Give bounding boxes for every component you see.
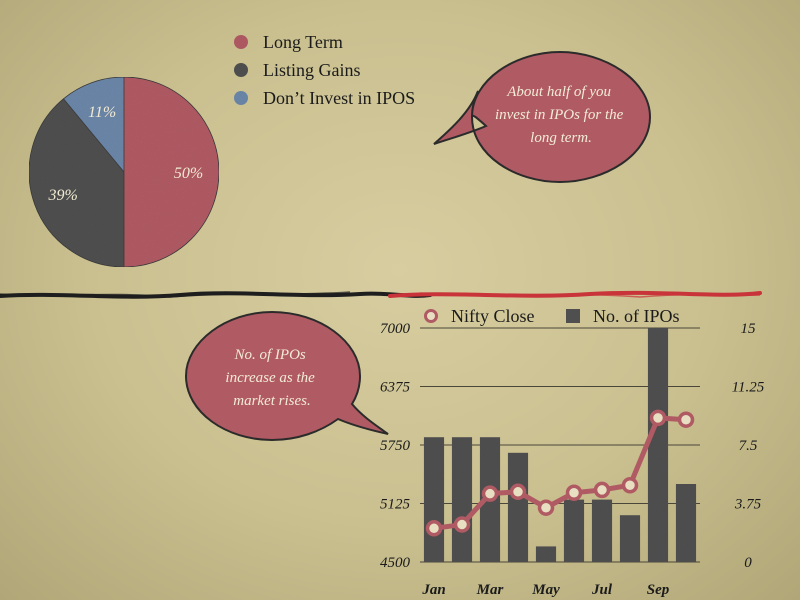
callout-chart-note: No. of IPOs increase as the market rises… — [184, 310, 389, 442]
callout-line: No. of IPOs — [234, 347, 306, 363]
y-left-tick-label: 7000 — [380, 321, 411, 337]
y-right-tick-label: 7.5 — [739, 438, 758, 454]
legend-label: Nifty Close — [451, 306, 535, 326]
y-right-tick-label: 0 — [744, 555, 752, 571]
callout-line: increase as the — [225, 370, 315, 386]
torn-divider — [0, 290, 762, 299]
legend-swatch — [234, 35, 248, 49]
nifty-point — [621, 476, 639, 494]
ipo-bar — [451, 437, 473, 562]
y-left-tick-label: 4500 — [380, 555, 411, 571]
legend-swatch — [234, 91, 248, 105]
combo-chart: 7000 6375 5750 5125 4500 15 11.25 7.5 3.75 0 Jan Ma… — [380, 306, 765, 598]
x-tick-label: Jan — [421, 582, 445, 598]
x-tick-label: May — [531, 582, 560, 598]
pie-slice — [123, 76, 220, 268]
legend-label: No. of IPOs — [593, 306, 680, 326]
nifty-point — [565, 484, 583, 501]
nifty-point — [537, 499, 555, 516]
callout-bubble — [184, 310, 389, 442]
y-left-tick-label: 6375 — [380, 380, 411, 396]
legend-label: Listing Gains — [263, 60, 361, 80]
y-right-tick-label: 15 — [741, 321, 757, 337]
x-tick-label: Sep — [647, 582, 670, 598]
callout-line: market rises. — [233, 393, 311, 409]
y-left-tick-label: 5125 — [380, 497, 411, 513]
callout-line: long term. — [530, 130, 592, 146]
pie-slice-label: 39% — [48, 187, 78, 204]
nifty-close-line — [433, 415, 687, 531]
axis-ticks: 7000 6375 5750 5125 4500 15 11.25 7.5 3.75 0 Jan Ma… — [380, 321, 765, 598]
pie-chart: 50% 39% 11% — [28, 76, 220, 268]
nifty-point — [481, 485, 499, 502]
legend-label: Don’t Invest in IPOS — [263, 88, 415, 108]
pie-legend: Long Term Listing Gains Don’t Invest in IP… — [234, 32, 415, 108]
nifty-point — [649, 409, 667, 427]
nifty-point — [593, 481, 611, 499]
chart-legend: Nifty Close No. of IPOs — [424, 306, 680, 326]
svg-text:No. of IPOs increase as: No. of IPOs increase as the market rises… — [225, 347, 318, 409]
ipo-bar — [619, 515, 641, 562]
legend-label: Long Term — [263, 32, 343, 52]
y-right-tick-label: 11.25 — [732, 380, 765, 396]
pie-slice-label: 50% — [174, 165, 203, 182]
legend-swatch-line — [424, 309, 438, 323]
svg-text:About half of you invest: About half of you invest in IPOs for the… — [495, 84, 627, 146]
nifty-line — [425, 409, 695, 537]
y-left-tick-label: 5750 — [380, 438, 411, 454]
ipo-bar — [591, 499, 613, 562]
x-tick-label: Mar — [476, 582, 504, 598]
legend-swatch-bar — [566, 309, 580, 323]
ipo-bar — [423, 437, 445, 562]
legend-swatch — [234, 63, 248, 77]
callout-pie-note: About half of you invest in IPOs for the… — [433, 50, 652, 184]
nifty-point — [425, 520, 443, 537]
ipo-bar — [535, 546, 557, 562]
y-right-tick-label: 3.75 — [734, 497, 762, 513]
ipo-bar — [507, 452, 529, 562]
ipo-bar — [563, 499, 585, 562]
nifty-point — [509, 483, 527, 501]
callout-line: About half of you — [506, 84, 611, 100]
callout-bubble — [433, 50, 652, 184]
ipo-bar — [647, 328, 669, 562]
x-tick-label: Jul — [591, 582, 613, 598]
pie-slice — [62, 76, 125, 174]
nifty-point — [677, 411, 695, 428]
nifty-point — [453, 516, 471, 533]
pie-slice — [28, 98, 125, 268]
ipo-bar — [675, 484, 697, 562]
pie-slice-label: 11% — [88, 104, 116, 121]
callout-line: invest in IPOs for the — [495, 107, 624, 123]
